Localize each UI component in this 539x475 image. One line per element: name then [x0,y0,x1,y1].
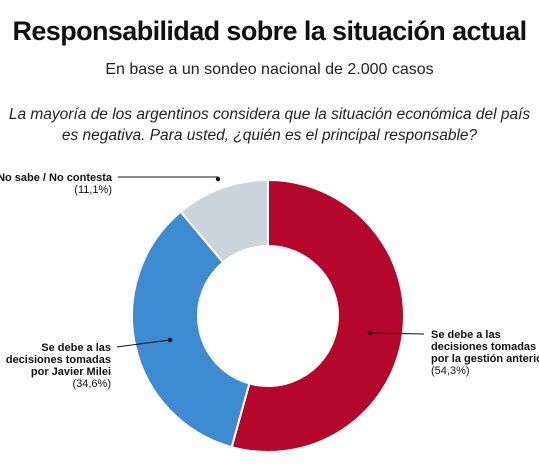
donut-slice-0 [230,178,405,453]
donut-slices [131,178,405,453]
leader-line-0 [369,332,425,335]
leader-line-1 [116,339,171,348]
slice-label-line: Se debe a las [41,342,111,354]
leader-line-2 [118,176,219,179]
slice-labels: Se debe a las decisiones tomadas por la ge… [0,172,539,390]
donut-slice-2 [179,178,269,264]
slice-label-line: decisiones tomadas [6,354,111,366]
slice-value-label: (54,3%) [431,365,470,377]
slice-value-label: (11,1%) [74,184,112,196]
chart-subtitle: En base a un sondeo nacional de 2.000 ca… [105,61,434,78]
donut-slice-1 [131,210,251,449]
slice-label-2: No sabe / No contesta (11,1%) [0,172,113,196]
slice-value-label: (34,6%) [72,378,111,390]
slice-label-1: Se debe a las decisiones tomadas por Javie… [6,342,111,390]
label-leaders [116,176,425,348]
slice-label-line: No sabe / No contesta [0,172,113,184]
slice-label-line: decisiones tomadas [431,341,536,353]
survey-question: La mayoría de los argentinos considera q… [8,106,531,144]
slice-label-line: por Javier Milei [31,366,111,378]
slice-label-line: por la gestión anterior [431,353,539,365]
chart-title: Responsabilidad sobre la situación actua… [12,16,527,46]
slice-label-0: Se debe a las decisiones tomadas por la ge… [431,329,539,377]
slice-label-line: Se debe a las [431,329,501,341]
